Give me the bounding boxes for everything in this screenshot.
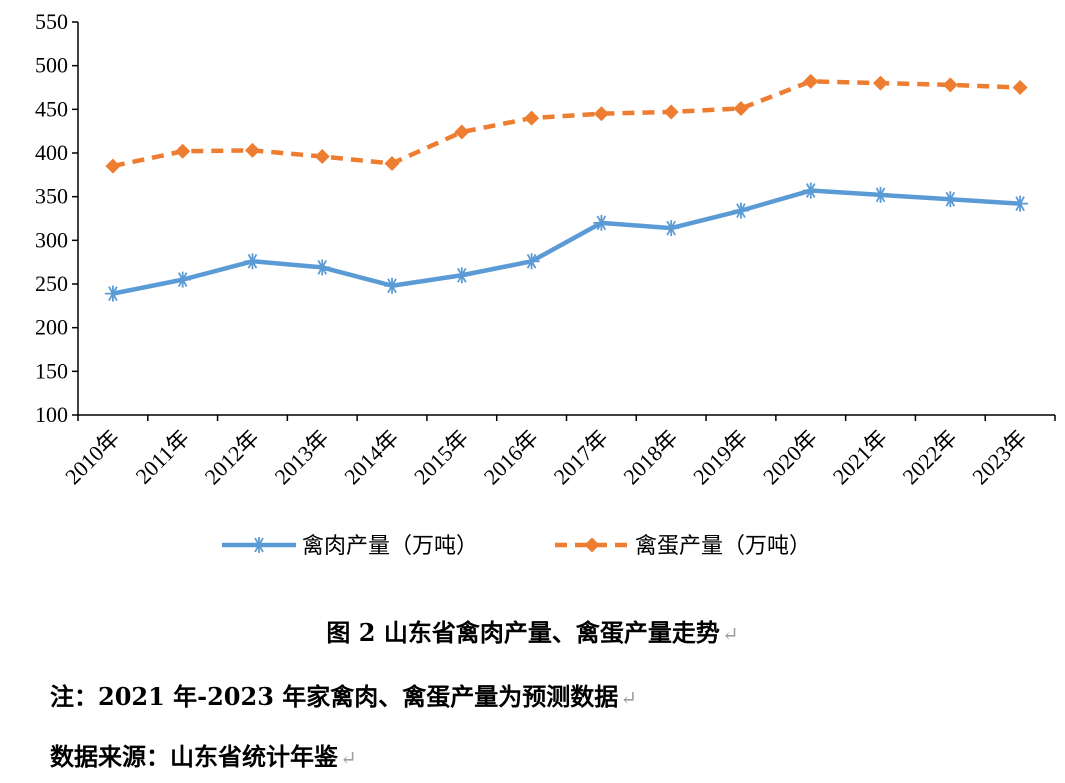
data-point bbox=[593, 214, 610, 231]
y-tick-label: 550 bbox=[35, 9, 68, 34]
data-point bbox=[663, 220, 680, 237]
return-mark: ↵ bbox=[721, 622, 739, 646]
legend-label: 禽蛋产量（万吨） bbox=[635, 534, 811, 559]
x-tick-label: 2017年 bbox=[549, 425, 613, 489]
series-poultry-meat bbox=[104, 182, 1029, 302]
series-line bbox=[110, 188, 1023, 296]
data-point bbox=[453, 267, 470, 284]
data-point bbox=[593, 106, 609, 122]
source-line: 数据来源：山东省统计年鉴 ↵ bbox=[50, 737, 357, 772]
y-tick-label: 350 bbox=[35, 184, 68, 209]
y-tick-label: 250 bbox=[35, 271, 68, 296]
line-chart: 100 150 200 250 300 350 400 450 500 550 2010年 2011… bbox=[35, 9, 1056, 559]
x-axis-tick-labels: 2010年 2011年 2012年 2013年 2014年 2015年 2016年 2017年… bbox=[60, 425, 1032, 489]
data-point bbox=[732, 202, 749, 219]
data-point bbox=[454, 124, 470, 140]
x-tick-label: 2015年 bbox=[409, 425, 473, 489]
data-point bbox=[942, 77, 958, 93]
x-tick-label: 2023年 bbox=[967, 425, 1031, 489]
x-tick-label: 2011年 bbox=[130, 425, 194, 489]
x-tick-label: 2019年 bbox=[688, 425, 752, 489]
data-point bbox=[384, 277, 401, 294]
x-tick-label: 2020年 bbox=[758, 425, 822, 489]
data-point bbox=[244, 142, 260, 158]
data-point bbox=[802, 182, 819, 199]
note-line: 注：2021 年-2023 年家禽肉、禽蛋产量为预测数据 ↵ bbox=[50, 677, 637, 712]
data-point bbox=[663, 104, 679, 120]
y-tick-label: 450 bbox=[35, 96, 68, 121]
x-tick-label: 2018年 bbox=[618, 425, 682, 489]
data-point bbox=[174, 271, 191, 288]
y-tick-label: 100 bbox=[35, 402, 68, 427]
legend-item: 禽肉产量（万吨） bbox=[222, 534, 478, 559]
y-tick-label: 200 bbox=[35, 315, 68, 340]
legend-item: 禽蛋产量（万吨） bbox=[555, 534, 811, 559]
legend-label: 禽肉产量（万吨） bbox=[302, 534, 478, 559]
data-point bbox=[314, 259, 331, 276]
figure-caption-text: 图 2 山东省禽肉产量、禽蛋产量走势 bbox=[326, 618, 720, 647]
x-tick-label: 2016年 bbox=[479, 425, 543, 489]
data-point bbox=[175, 143, 191, 159]
return-mark: ↵ bbox=[620, 686, 638, 710]
legend: 禽肉产量（万吨） 禽蛋产量（万吨） bbox=[222, 534, 811, 559]
data-point bbox=[803, 73, 819, 89]
x-tick-label: 2021年 bbox=[828, 425, 892, 489]
y-tick-label: 150 bbox=[35, 358, 68, 383]
data-point bbox=[942, 191, 959, 208]
data-point bbox=[1012, 80, 1028, 95]
x-tick-label: 2012年 bbox=[200, 425, 264, 489]
data-point bbox=[384, 155, 400, 171]
y-axis-tick-labels: 100 150 200 250 300 350 400 450 500 550 bbox=[35, 9, 68, 427]
data-point bbox=[244, 253, 261, 270]
x-tick-label: 2014年 bbox=[339, 425, 403, 489]
data-point bbox=[873, 75, 889, 91]
note-text: 注：2021 年-2023 年家禽肉、禽蛋产量为预测数据 bbox=[50, 682, 619, 711]
data-point bbox=[314, 148, 330, 164]
data-point bbox=[872, 186, 889, 203]
return-mark: ↵ bbox=[340, 746, 357, 770]
data-point bbox=[1012, 195, 1029, 212]
y-tick-label: 300 bbox=[35, 227, 68, 252]
series-eggs bbox=[105, 73, 1028, 174]
x-tick-label: 2022年 bbox=[897, 425, 961, 489]
source-text: 数据来源：山东省统计年鉴 bbox=[50, 742, 338, 771]
data-point bbox=[523, 253, 540, 270]
data-point bbox=[104, 285, 121, 302]
data-point bbox=[733, 100, 749, 116]
series-layer bbox=[104, 73, 1029, 302]
data-point bbox=[524, 110, 540, 126]
y-tick-label: 500 bbox=[35, 53, 68, 78]
legend-marker bbox=[251, 537, 267, 553]
x-tick-label: 2010年 bbox=[60, 425, 124, 489]
y-tick-label: 400 bbox=[35, 140, 68, 165]
legend-marker bbox=[584, 537, 600, 553]
series-line bbox=[112, 79, 1021, 169]
chart-axes bbox=[72, 21, 1056, 421]
figure-caption: 图 2 山东省禽肉产量、禽蛋产量走势 ↵ bbox=[0, 613, 1065, 648]
data-point bbox=[105, 158, 121, 174]
x-tick-label: 2013年 bbox=[269, 425, 333, 489]
